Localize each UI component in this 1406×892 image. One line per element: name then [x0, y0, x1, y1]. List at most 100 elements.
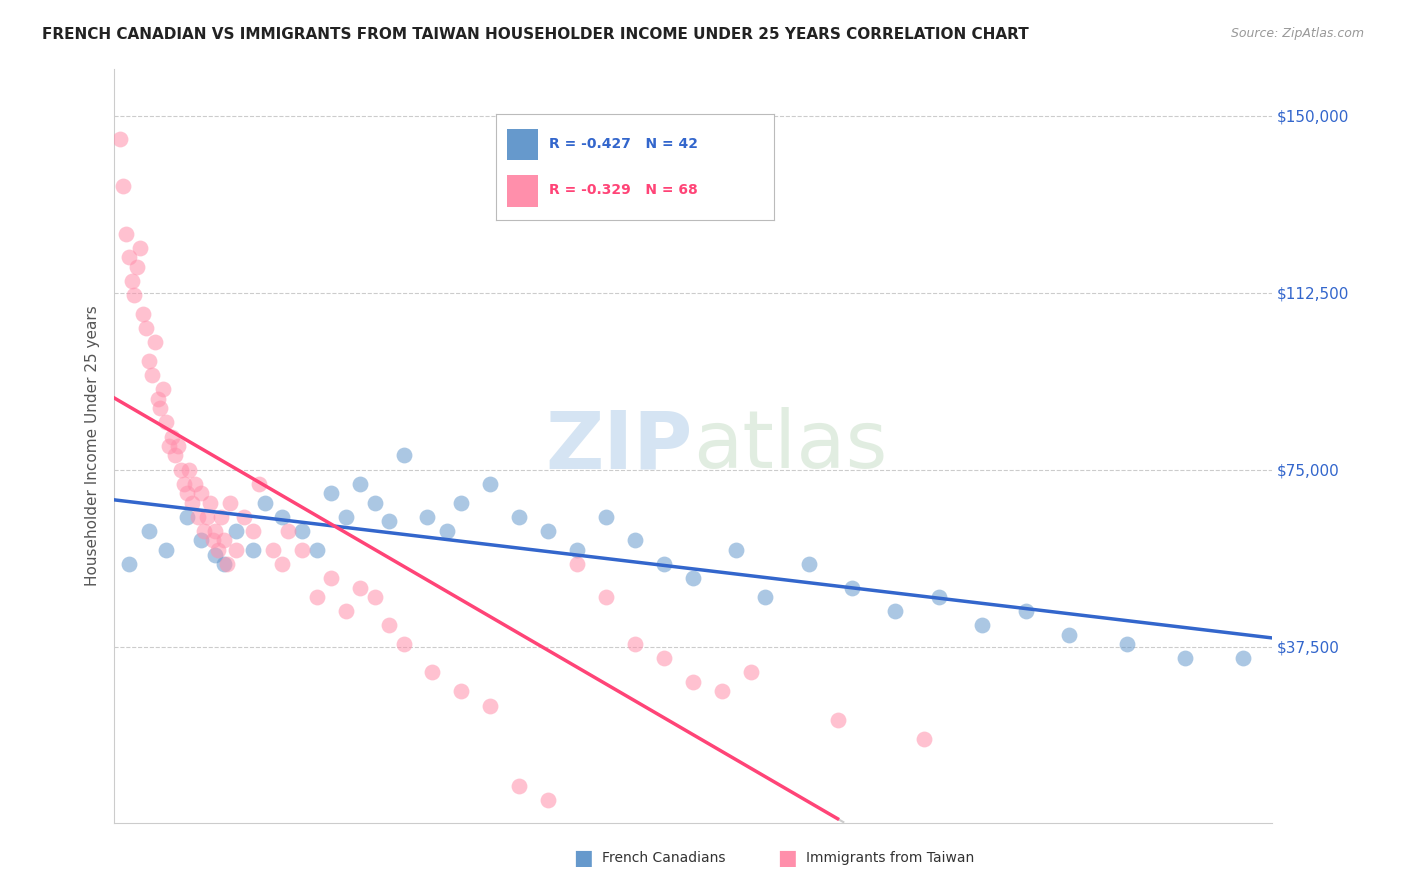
Point: [209, 509, 232, 524]
Point: [827, 713, 849, 727]
Point: [179, 462, 201, 476]
Point: [624, 637, 647, 651]
Point: [141, 368, 163, 383]
Point: [335, 509, 357, 524]
Point: [118, 557, 141, 571]
Point: [190, 533, 212, 548]
Point: [1014, 604, 1036, 618]
Point: [884, 604, 907, 618]
Point: [253, 495, 276, 509]
Point: [160, 429, 183, 443]
Y-axis label: Householder Income Under 25 years: Householder Income Under 25 years: [86, 306, 100, 586]
Point: [565, 542, 588, 557]
Point: [170, 462, 193, 476]
Point: [212, 533, 235, 548]
Point: [595, 590, 617, 604]
Point: [146, 392, 169, 406]
Point: [135, 321, 157, 335]
Point: [176, 486, 198, 500]
Point: [349, 581, 371, 595]
Point: [1057, 628, 1080, 642]
Point: [392, 449, 415, 463]
Point: [1232, 651, 1254, 665]
Point: [262, 542, 284, 557]
Point: [450, 684, 472, 698]
Point: [479, 698, 502, 713]
Text: ■: ■: [574, 848, 593, 868]
Point: [225, 524, 247, 538]
Point: [277, 524, 299, 538]
Point: [184, 476, 207, 491]
Text: Immigrants from Taiwan: Immigrants from Taiwan: [806, 851, 974, 865]
Point: [321, 486, 343, 500]
Point: [166, 439, 188, 453]
Point: [450, 495, 472, 509]
Point: [291, 542, 314, 557]
Point: [1116, 637, 1139, 651]
Point: [479, 476, 502, 491]
Point: [108, 132, 131, 146]
Point: [652, 651, 675, 665]
Point: [155, 542, 177, 557]
Point: [363, 590, 385, 604]
Text: French Canadians: French Canadians: [602, 851, 725, 865]
Point: [335, 604, 357, 618]
Point: [565, 557, 588, 571]
Point: [436, 524, 458, 538]
Text: Source: ZipAtlas.com: Source: ZipAtlas.com: [1230, 27, 1364, 40]
Point: [928, 590, 950, 604]
Point: [149, 401, 172, 416]
Point: [152, 383, 174, 397]
Point: [219, 495, 242, 509]
Point: [537, 793, 560, 807]
Text: atlas: atlas: [693, 407, 887, 485]
Point: [797, 557, 820, 571]
Point: [143, 335, 166, 350]
Point: [841, 581, 863, 595]
Point: [710, 684, 733, 698]
Point: [225, 542, 247, 557]
Point: [121, 274, 143, 288]
Point: [912, 731, 935, 746]
Point: [291, 524, 314, 538]
Point: [114, 227, 136, 241]
Point: [138, 354, 160, 368]
Point: [212, 557, 235, 571]
Point: [349, 476, 371, 491]
Point: [124, 288, 146, 302]
Point: [204, 548, 226, 562]
Point: [247, 476, 270, 491]
Point: [201, 533, 224, 548]
Point: [682, 674, 704, 689]
Point: [321, 571, 343, 585]
Point: [195, 509, 218, 524]
Point: [111, 179, 134, 194]
Point: [129, 241, 152, 255]
Point: [740, 665, 762, 680]
Point: [972, 618, 994, 632]
Point: [725, 542, 748, 557]
Point: [363, 495, 385, 509]
Point: [181, 495, 204, 509]
Point: [198, 495, 221, 509]
Point: [132, 307, 155, 321]
Point: [378, 515, 401, 529]
Point: [176, 509, 198, 524]
Point: [508, 509, 530, 524]
Text: FRENCH CANADIAN VS IMMIGRANTS FROM TAIWAN HOUSEHOLDER INCOME UNDER 25 YEARS CORR: FRENCH CANADIAN VS IMMIGRANTS FROM TAIWA…: [42, 27, 1029, 42]
Point: [392, 637, 415, 651]
Point: [271, 557, 294, 571]
Point: [652, 557, 675, 571]
Point: [754, 590, 776, 604]
Point: [204, 524, 226, 538]
Point: [1174, 651, 1197, 665]
Point: [422, 665, 444, 680]
Point: [537, 524, 560, 538]
Point: [193, 524, 215, 538]
Point: [242, 542, 264, 557]
Point: [138, 524, 160, 538]
Point: [127, 260, 149, 274]
Point: [305, 590, 328, 604]
Point: [242, 524, 264, 538]
Point: [508, 779, 530, 793]
